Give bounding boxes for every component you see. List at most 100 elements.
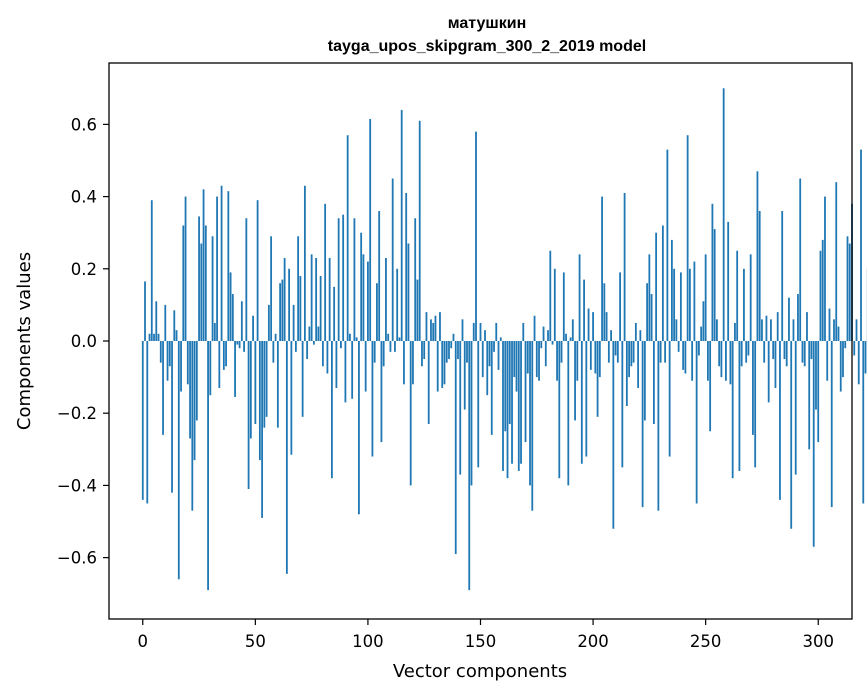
bar	[479, 322, 482, 341]
bar	[587, 308, 590, 341]
bar	[299, 276, 302, 341]
bar	[731, 341, 734, 479]
x-axis-ticks: 0 50 100 150 200 250 300	[138, 619, 834, 651]
bar	[445, 341, 448, 363]
bar	[191, 341, 194, 511]
bar	[538, 341, 540, 381]
bar	[576, 341, 579, 381]
bar	[639, 330, 642, 341]
bar	[765, 315, 768, 341]
bar	[236, 341, 239, 345]
bar	[598, 341, 601, 378]
bar	[331, 341, 333, 479]
bar	[276, 341, 279, 428]
bar	[824, 196, 826, 341]
bar	[182, 225, 185, 341]
bar	[166, 341, 169, 381]
bar	[722, 88, 725, 342]
bar	[463, 341, 466, 410]
bar	[632, 341, 635, 363]
bar	[693, 261, 696, 341]
bar	[195, 341, 198, 421]
bar	[511, 341, 513, 464]
bar	[659, 341, 662, 363]
bar	[738, 341, 741, 471]
bar	[225, 341, 227, 367]
bar	[745, 341, 748, 363]
bar	[603, 283, 606, 341]
y-tick-label: −0.2	[57, 404, 97, 423]
bar	[371, 341, 374, 457]
bar	[405, 192, 408, 341]
bar	[321, 341, 324, 367]
bar	[770, 319, 772, 341]
bar	[673, 268, 676, 341]
bar	[403, 341, 405, 385]
bar	[506, 341, 509, 479]
bar	[425, 312, 428, 341]
bar	[520, 341, 522, 464]
bar	[848, 243, 851, 341]
bar	[468, 341, 471, 591]
bar	[668, 341, 671, 457]
bar	[776, 312, 779, 341]
bar	[657, 341, 660, 511]
bar	[234, 341, 236, 397]
bar	[535, 341, 538, 378]
bar	[833, 319, 835, 341]
bar	[794, 341, 797, 475]
y-tick-label: 0.6	[71, 115, 97, 134]
bar	[247, 341, 250, 490]
bar	[189, 341, 191, 439]
x-axis-label: Vector components	[393, 661, 567, 682]
bar	[502, 341, 504, 471]
bar	[175, 330, 178, 341]
bar	[749, 254, 752, 341]
bar	[396, 268, 399, 341]
bar	[553, 268, 556, 341]
bar	[319, 276, 322, 341]
bar	[785, 341, 788, 367]
bar	[549, 250, 552, 341]
bar	[409, 341, 412, 486]
bar	[531, 341, 534, 511]
bar	[272, 341, 275, 363]
bar	[533, 315, 536, 341]
bar	[592, 312, 594, 341]
bar	[353, 218, 356, 341]
bar	[763, 341, 766, 363]
x-tick-label: 50	[245, 632, 266, 651]
bar	[761, 319, 763, 341]
bar	[517, 341, 520, 471]
bar	[360, 232, 363, 341]
bar	[407, 243, 410, 341]
bar	[650, 294, 653, 341]
bar	[477, 341, 480, 468]
bar	[461, 319, 464, 341]
bar	[508, 341, 511, 425]
bar	[504, 341, 507, 432]
bar	[558, 341, 561, 479]
bar	[243, 341, 245, 352]
bar	[711, 203, 714, 341]
bar	[661, 225, 664, 341]
bar	[162, 341, 164, 435]
bar	[716, 319, 718, 341]
bar	[376, 283, 378, 341]
y-axis-label: Components values	[14, 252, 35, 430]
bar	[702, 301, 705, 341]
bar	[153, 333, 155, 341]
bar	[252, 315, 254, 341]
bar	[571, 319, 574, 341]
bar	[853, 341, 856, 356]
bar	[292, 304, 295, 341]
bar	[817, 341, 820, 443]
bar	[808, 341, 811, 450]
bar	[391, 178, 394, 341]
bar	[177, 341, 180, 580]
bar	[141, 341, 144, 500]
bar	[274, 333, 277, 341]
bar	[646, 283, 649, 341]
bar	[666, 149, 669, 341]
